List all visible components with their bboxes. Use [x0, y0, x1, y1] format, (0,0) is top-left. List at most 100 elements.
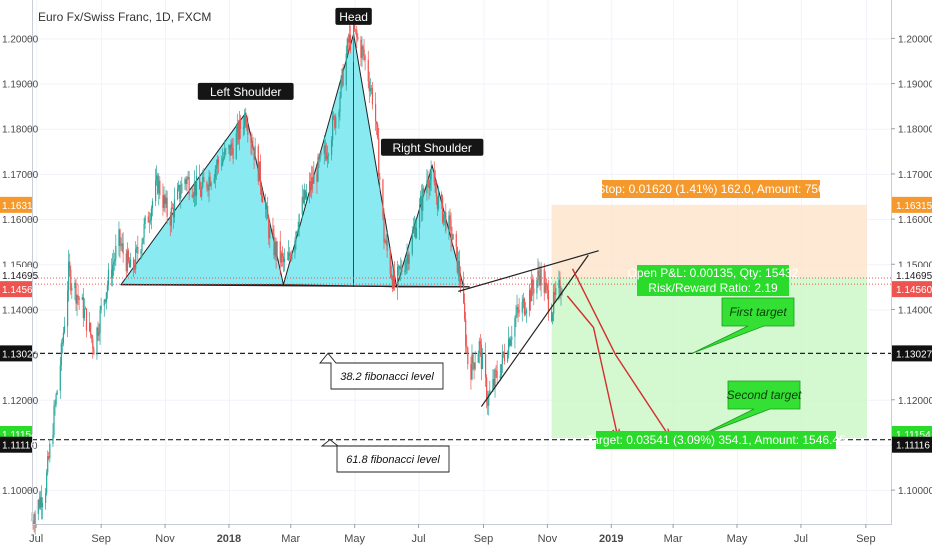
candle-body — [291, 252, 293, 260]
candle-body — [82, 297, 84, 319]
candle-body — [163, 195, 165, 208]
candle-body — [186, 178, 188, 185]
candle-body — [91, 334, 93, 339]
x-tick-label: Jul — [29, 533, 43, 545]
candle-body — [487, 401, 489, 406]
candle-body — [488, 393, 490, 406]
stop-price-badge-right-background — [892, 196, 932, 213]
y-tick-label-left: 1.20000 — [2, 34, 39, 45]
fib-382-badge-left-background — [0, 345, 32, 362]
candle-body — [171, 207, 173, 209]
candle-body — [63, 326, 66, 333]
candle-body — [37, 499, 39, 514]
candle-body — [296, 231, 298, 233]
candle-body — [40, 497, 43, 508]
candle-body — [493, 379, 495, 386]
fib-382-annotation: 38.2 fibonacci level — [340, 371, 434, 383]
candle-body — [267, 205, 269, 220]
x-tick-label: Jul — [794, 533, 808, 545]
candle-body — [217, 159, 220, 164]
candle-body — [133, 259, 135, 269]
y-tick-label-right: 1.15000 — [898, 260, 932, 271]
candle-body — [53, 406, 55, 435]
x-tick-label: May — [344, 533, 365, 545]
fib-618-badge-left: 1.11116 — [2, 441, 36, 452]
candle-body — [280, 253, 282, 263]
candle-body — [244, 113, 246, 127]
y-tick-label-left: 1.17000 — [2, 170, 39, 181]
candle-body — [495, 370, 497, 371]
candle-body — [105, 292, 107, 302]
candle-body — [550, 311, 553, 321]
candle-body — [47, 456, 49, 473]
x-tick-label: 2019 — [599, 533, 623, 545]
candle-body — [499, 375, 501, 379]
candle-body — [471, 354, 473, 380]
candle-body — [209, 176, 211, 186]
axes — [32, 0, 892, 525]
candle-body — [369, 88, 371, 92]
candle-body — [121, 243, 123, 246]
y-tick-label-right: 1.10000 — [898, 486, 932, 497]
pnl-box-background — [637, 265, 789, 296]
candle-body — [349, 34, 352, 50]
fib-382-badge-left: 1.13027 — [2, 349, 39, 360]
candle-body — [430, 171, 432, 180]
candle-body — [38, 499, 40, 508]
candle-body — [455, 233, 457, 247]
candle-body — [237, 123, 239, 140]
candle-body — [127, 250, 129, 261]
candle-body — [320, 153, 322, 155]
candle-body — [266, 205, 268, 210]
candle-body — [236, 123, 238, 134]
candle-body — [148, 221, 150, 223]
candle-body — [290, 255, 292, 260]
candle-body — [367, 59, 369, 82]
candle-body — [33, 523, 35, 525]
candle-body — [378, 138, 380, 177]
candle-body — [281, 253, 283, 257]
candle-body — [216, 159, 219, 166]
candle-body — [103, 299, 105, 306]
candle-body — [282, 256, 285, 262]
candle-body — [489, 390, 491, 394]
candle-body — [451, 238, 453, 240]
candle-body — [540, 269, 542, 286]
candle-body — [85, 308, 88, 331]
candle-body — [515, 314, 517, 319]
candle-body — [466, 345, 468, 348]
candle-body — [144, 216, 146, 224]
candle-body — [265, 202, 267, 210]
candle-body — [238, 119, 241, 140]
candle-body — [140, 251, 142, 254]
candle-body — [509, 338, 511, 346]
candle-body — [99, 310, 101, 334]
first-target-callout: First target — [729, 305, 787, 319]
candle-body — [544, 282, 546, 293]
candle-body — [401, 266, 403, 273]
y-tick-label-right: 1.20000 — [898, 34, 932, 45]
candle-body — [370, 88, 373, 90]
take-profit-zone — [551, 278, 867, 438]
candle-body — [362, 46, 364, 50]
candle-body — [34, 513, 36, 525]
candle-body — [477, 353, 479, 363]
candle-body — [377, 124, 379, 139]
candle-body — [464, 302, 466, 320]
candle-body — [113, 261, 115, 265]
candle-body — [555, 288, 557, 296]
candle-body — [313, 173, 315, 184]
stop-price-badge-right: 1.16315 — [896, 201, 932, 212]
candle-body — [561, 291, 563, 295]
candle-body — [303, 190, 305, 203]
target-label-background — [596, 431, 836, 449]
candle-body — [412, 229, 414, 233]
candle-body — [363, 49, 365, 57]
x-tick-label: May — [727, 533, 748, 545]
fib-618-annotation: 61.8 fibonacci level — [346, 454, 440, 466]
current-price-badge-right: 1.14560 — [896, 285, 932, 296]
candle-body — [41, 502, 44, 508]
candle-body — [486, 377, 488, 402]
candle-body — [59, 365, 61, 391]
candle-body — [360, 39, 362, 58]
